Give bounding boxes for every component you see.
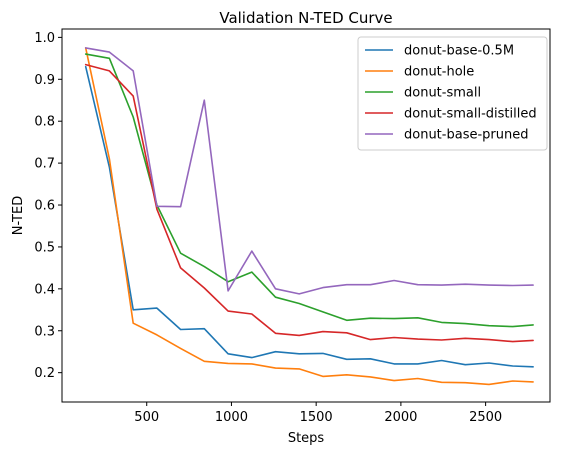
x-axis-label: Steps	[288, 431, 325, 446]
series-layer	[84, 47, 534, 386]
legend: donut-base-0.5M donut-hole donut-small donu…	[357, 36, 548, 151]
x-axis-ticks: 500 1000 1500 2000 2500	[134, 402, 502, 425]
series-line-donut-hole	[84, 47, 534, 386]
legend-label: donut-base-0.5M	[404, 44, 514, 59]
series-line-donut-base-pruned	[84, 47, 534, 295]
series-line-donut-base-0.5M	[84, 65, 534, 368]
y-tick-label: 0.3	[34, 324, 55, 339]
y-tick-label: 0.4	[34, 282, 55, 297]
y-tick-label: 0.5	[34, 240, 55, 255]
series-line-donut-small-distilled	[84, 63, 534, 343]
y-axis-ticks: 0.2 0.3 0.4 0.5 0.6 0.7 0.8 0.9 1.0	[34, 31, 62, 381]
legend-box	[357, 36, 548, 151]
x-tick-label: 2000	[384, 410, 417, 425]
y-axis-label: N-TED	[11, 196, 26, 235]
plot-frame	[61, 28, 551, 403]
y-tick-label: 0.2	[34, 366, 55, 381]
legend-label: donut-base-pruned	[404, 128, 528, 143]
x-tick-label: 1000	[215, 410, 248, 425]
chart-title: Validation N-TED Curve	[219, 9, 392, 27]
x-tick-label: 500	[134, 410, 159, 425]
y-tick-label: 0.9	[34, 73, 55, 88]
series-line-donut-small	[84, 53, 534, 328]
x-tick-label: 2500	[469, 410, 502, 425]
y-tick-label: 1.0	[34, 31, 55, 46]
legend-label: donut-hole	[404, 65, 474, 80]
y-tick-label: 0.6	[34, 199, 55, 214]
y-tick-label: 0.7	[34, 157, 55, 172]
y-tick-label: 0.8	[34, 115, 55, 130]
x-tick-label: 1500	[300, 410, 333, 425]
legend-label: donut-small-distilled	[404, 107, 537, 122]
legend-label: donut-small	[404, 86, 481, 101]
